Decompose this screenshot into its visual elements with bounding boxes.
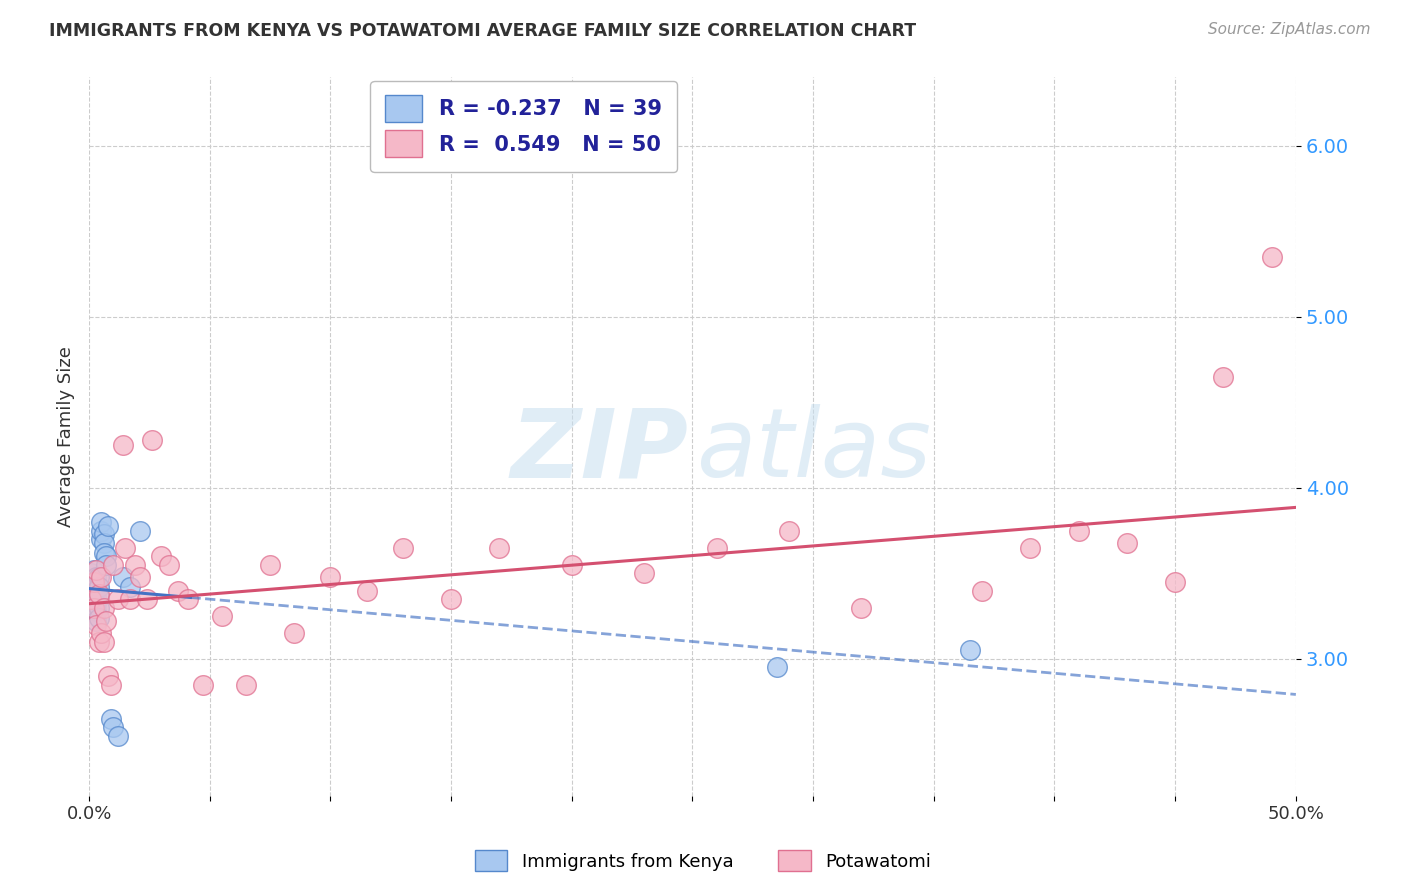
Point (319, 570, 342, 584)
Point (1067, 524, 1090, 538)
Point (356, 583, 378, 598)
Point (111, 570, 134, 584)
Point (84, 597, 107, 611)
Point (111, 438, 134, 452)
Point (959, 643, 981, 657)
Point (83, 587, 105, 601)
Point (1212, 369, 1234, 384)
Legend: Immigrants from Kenya, Potawatomi: Immigrants from Kenya, Potawatomi (468, 843, 938, 879)
Point (107, 729, 129, 743)
Point (83, 600, 105, 615)
Point (94, 615, 117, 629)
Point (87, 600, 110, 615)
Point (191, 677, 214, 691)
Point (1115, 535, 1137, 549)
Point (177, 592, 200, 607)
Point (488, 541, 510, 555)
Point (167, 583, 190, 598)
Y-axis label: Average Family Size: Average Family Size (58, 346, 75, 527)
Point (93, 635, 115, 649)
Point (107, 592, 129, 607)
Point (93, 535, 115, 549)
Point (561, 558, 583, 572)
Point (90, 515, 112, 529)
Text: IMMIGRANTS FROM KENYA VS POTAWATOMI AVERAGE FAMILY SIZE CORRELATION CHART: IMMIGRANTS FROM KENYA VS POTAWATOMI AVER… (49, 22, 917, 40)
Point (83, 574, 105, 589)
Legend: R = -0.237   N = 39, R =  0.549   N = 50: R = -0.237 N = 39, R = 0.549 N = 50 (370, 80, 676, 172)
Point (84, 617, 107, 632)
Point (157, 558, 180, 572)
Point (80, 587, 103, 601)
Point (1019, 541, 1042, 555)
Point (83, 594, 105, 608)
Point (1260, 250, 1282, 264)
Point (100, 677, 122, 691)
Point (87, 570, 110, 584)
Point (124, 558, 146, 572)
Point (706, 541, 728, 555)
Point (83, 574, 105, 588)
Point (120, 580, 142, 594)
Point (90, 524, 112, 538)
Point (84, 583, 107, 598)
Point (84, 615, 107, 629)
Point (84, 576, 107, 591)
Point (114, 541, 136, 555)
Point (84, 570, 107, 584)
Point (778, 524, 800, 538)
Point (93, 527, 115, 541)
Point (87, 591, 110, 605)
Point (94, 549, 117, 564)
Text: atlas: atlas (696, 404, 931, 498)
Point (93, 546, 115, 560)
Point (235, 677, 257, 691)
Point (392, 541, 415, 555)
Point (851, 600, 873, 615)
Point (141, 433, 163, 447)
Point (80, 580, 103, 594)
Point (80, 597, 103, 611)
Point (84, 563, 107, 577)
Point (80, 566, 103, 581)
Point (970, 583, 993, 598)
Point (90, 533, 112, 547)
Point (259, 558, 281, 572)
Point (633, 566, 655, 581)
Point (103, 558, 125, 572)
Point (83, 600, 105, 615)
Point (136, 592, 159, 607)
Point (150, 549, 173, 564)
Text: Source: ZipAtlas.com: Source: ZipAtlas.com (1208, 22, 1371, 37)
Point (103, 720, 125, 734)
Point (84, 591, 107, 605)
Point (283, 626, 305, 640)
Point (80, 592, 103, 607)
Point (128, 524, 150, 538)
Point (97, 669, 120, 683)
Point (440, 592, 463, 607)
Point (87, 611, 110, 625)
Point (93, 600, 115, 615)
Point (87, 587, 110, 601)
Text: ZIP: ZIP (510, 404, 689, 498)
Point (1164, 574, 1187, 589)
Point (87, 635, 110, 649)
Point (128, 570, 150, 584)
Point (84, 604, 107, 618)
Point (120, 592, 142, 607)
Point (90, 626, 112, 640)
Point (90, 570, 112, 584)
Point (922, 814, 945, 829)
Point (211, 609, 233, 624)
Point (83, 580, 105, 594)
Point (100, 712, 122, 726)
Point (87, 580, 110, 594)
Point (97, 518, 120, 533)
Point (83, 563, 105, 577)
Point (766, 660, 789, 674)
Point (94, 558, 117, 572)
